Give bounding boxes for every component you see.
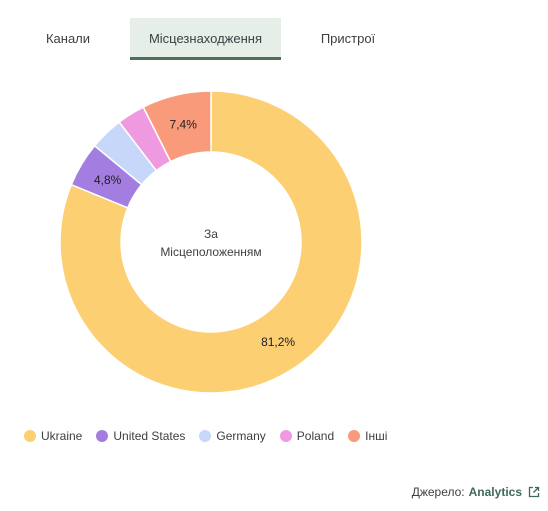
legend-item-poland[interactable]: Poland — [279, 429, 335, 443]
legend-swatch — [96, 430, 109, 442]
tab-channels[interactable]: Канали — [18, 18, 118, 60]
legend-swatch — [279, 430, 292, 442]
slice-label-other: 7,4% — [170, 118, 198, 132]
source-prefix: Джерело: — [411, 485, 465, 499]
tab-location-label: Місцезнаходження — [148, 31, 263, 46]
legend-item-united-states[interactable]: United States — [96, 429, 185, 443]
legend-label: Poland — [296, 429, 335, 443]
legend-item-other[interactable]: Інші — [348, 429, 387, 443]
active-tab-indicator — [130, 57, 281, 60]
legend-item-ukraine[interactable]: Ukraine — [24, 429, 82, 443]
slice-label-united-states: 4,8% — [94, 173, 122, 187]
legend-item-germany[interactable]: Germany — [199, 429, 266, 443]
donut-center-line1: За — [204, 227, 218, 241]
legend-swatch — [24, 430, 36, 442]
legend-label: Інші — [365, 429, 388, 443]
legend-label: United States — [113, 429, 186, 443]
analytics-link[interactable]: Analytics — [468, 485, 522, 499]
legend-label: Ukraine — [41, 429, 83, 443]
tab-channels-label: Канали — [45, 31, 91, 46]
source-attribution: Джерело: Analytics — [412, 485, 540, 499]
donut-slice-ukraine[interactable] — [59, 90, 363, 394]
tab-devices[interactable]: Пристрої — [292, 18, 404, 60]
tab-devices-label: Пристрої — [320, 31, 376, 46]
donut-slice-other[interactable] — [142, 90, 212, 163]
slice-label-ukraine: 81,2% — [261, 335, 295, 349]
external-link-icon[interactable] — [528, 486, 540, 498]
legend-label: Germany — [216, 429, 266, 443]
donut-center-line2: Місцеположенням — [160, 245, 262, 259]
legend-swatch — [199, 430, 212, 442]
tab-location[interactable]: Місцезнаходження — [130, 18, 281, 60]
location-donut-chart: 81,2% 4,8% 7,4% — [59, 90, 363, 394]
legend-swatch — [348, 430, 361, 442]
tab-bar: Канали Місцезнаходження Пристрої — [0, 18, 548, 60]
chart-legend: Ukraine United States Germany Poland Інш… — [24, 427, 401, 445]
